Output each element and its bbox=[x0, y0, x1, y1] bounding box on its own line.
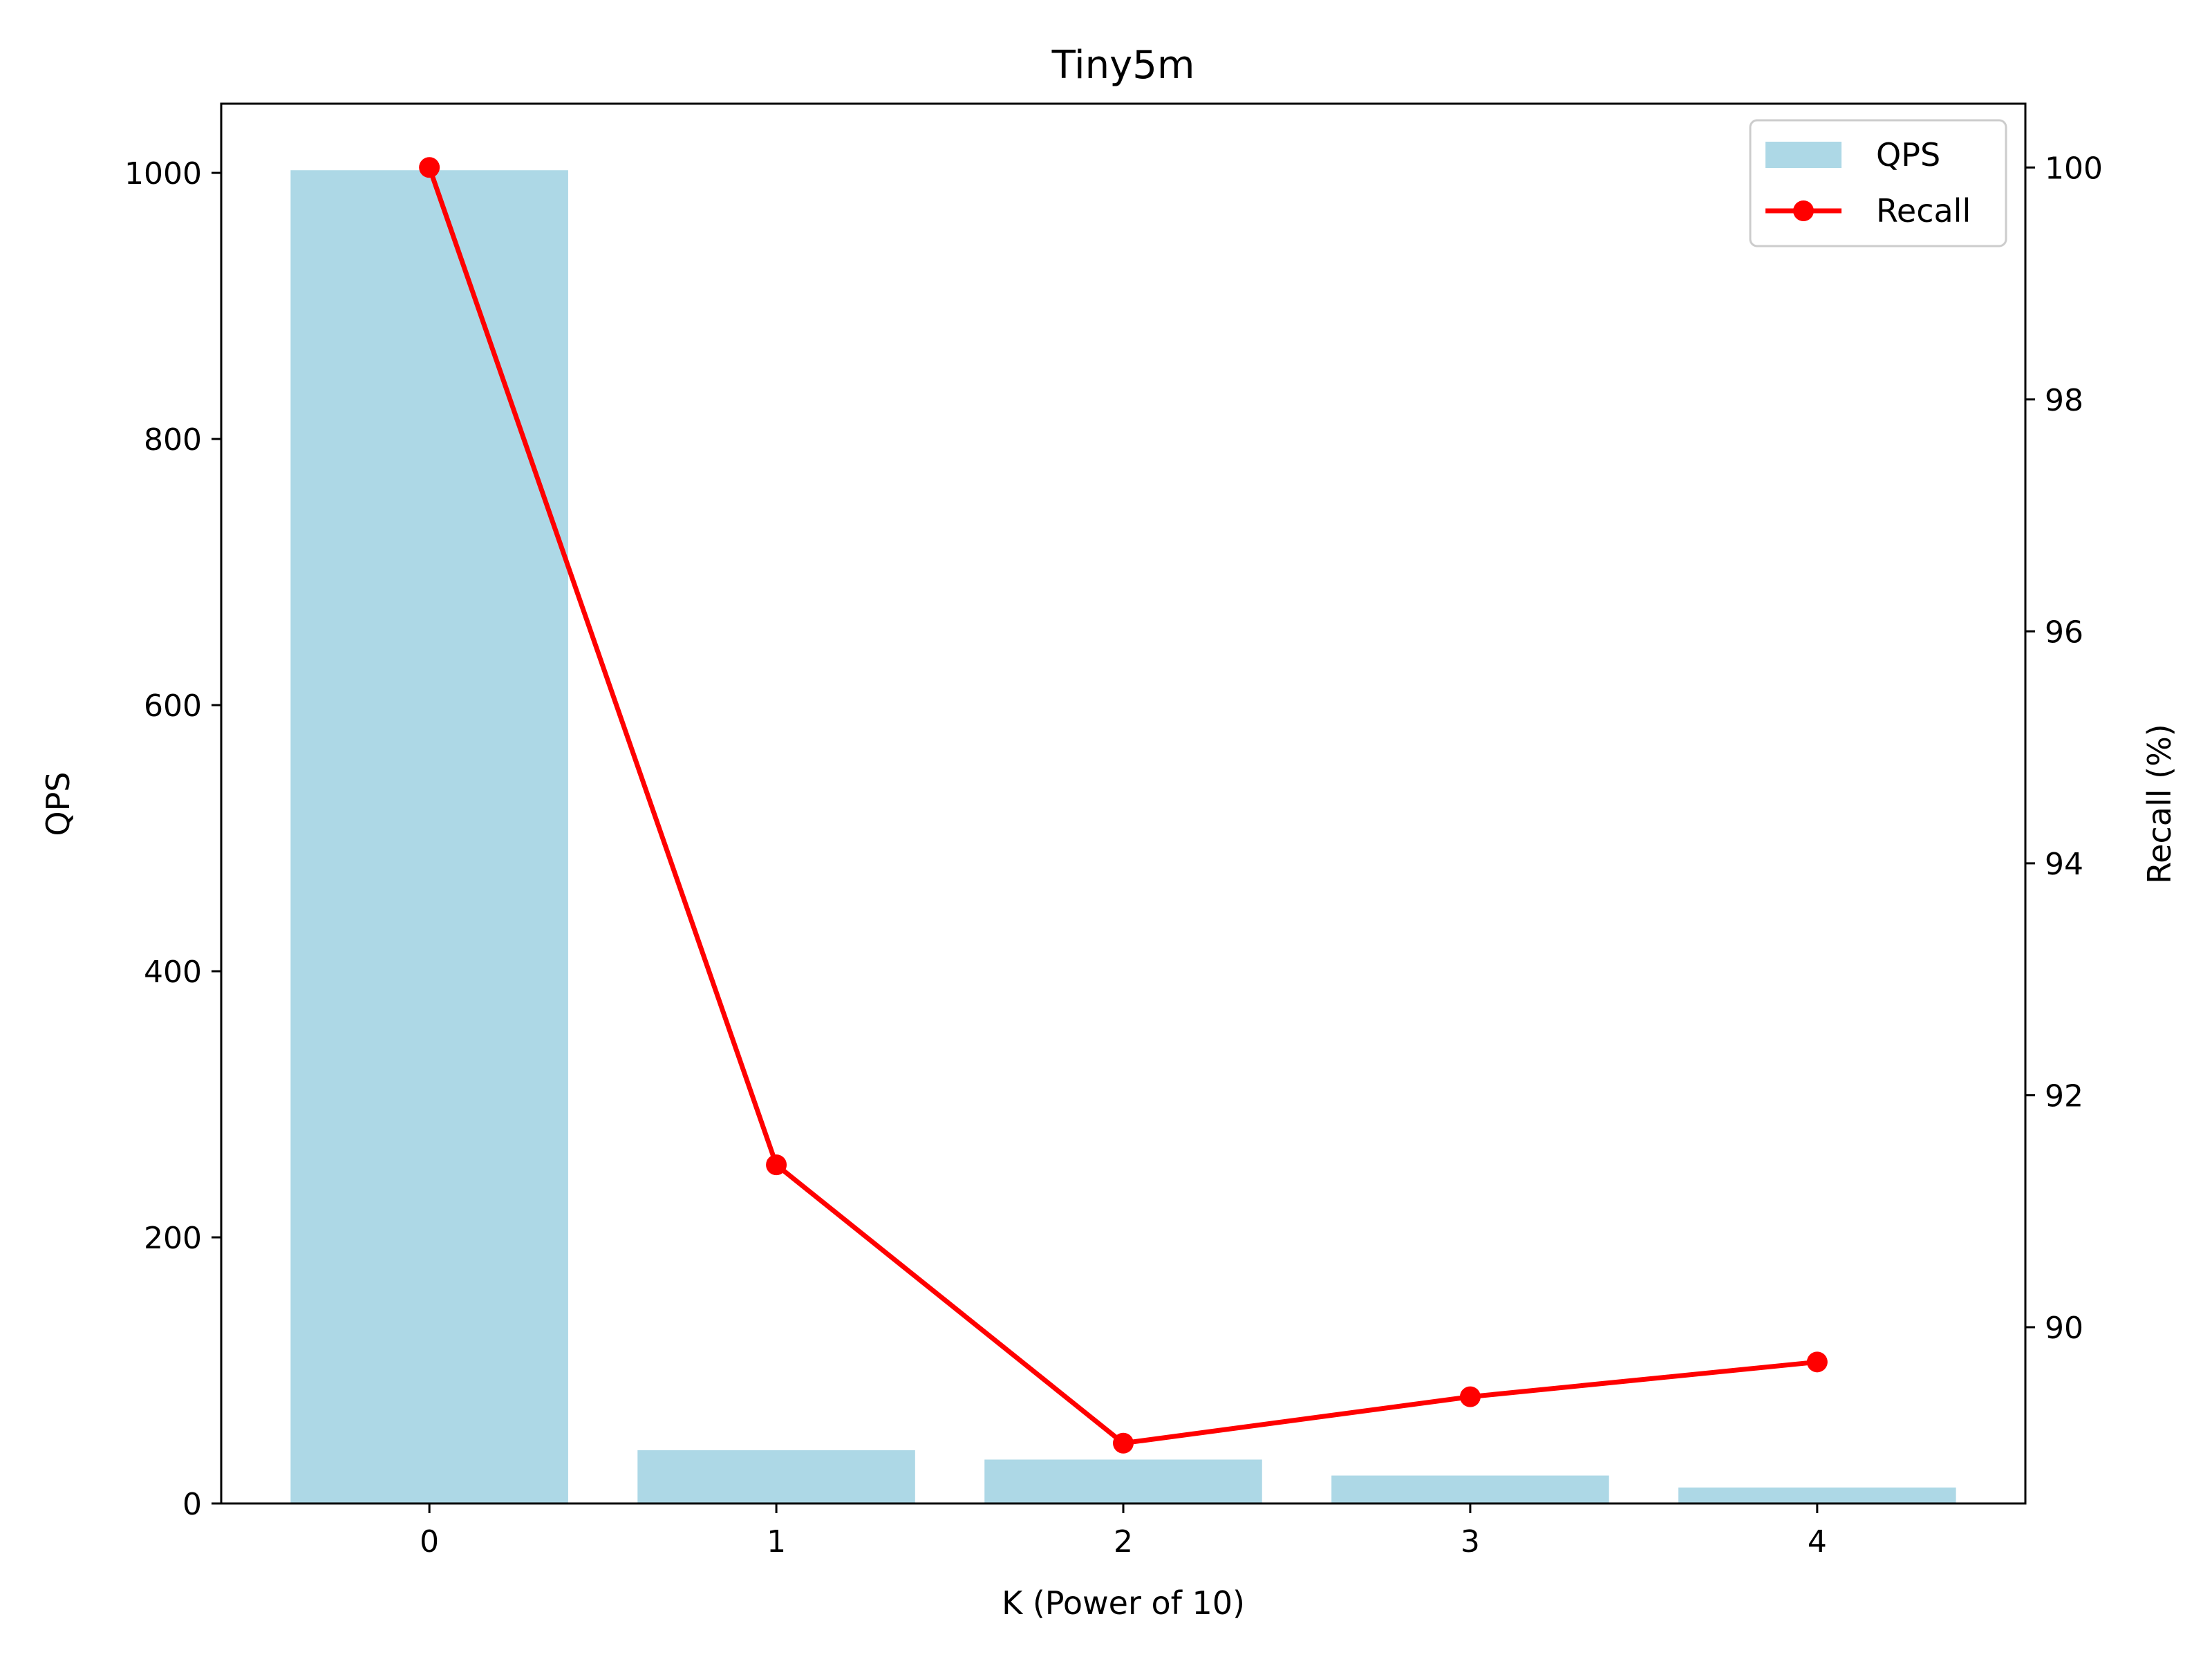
y2-tick-label: 100 bbox=[2045, 151, 2103, 186]
y2-tick-label: 98 bbox=[2045, 383, 2083, 418]
recall-point-0 bbox=[419, 157, 440, 178]
recall-line-layer bbox=[419, 157, 1828, 1454]
x-tick-label: 0 bbox=[420, 1524, 439, 1559]
qps-bar-1 bbox=[637, 1450, 915, 1503]
x-tick-label: 2 bbox=[1114, 1524, 1133, 1559]
y-tick-label: 600 bbox=[144, 688, 202, 724]
y2-tick-label: 94 bbox=[2045, 847, 2083, 882]
qps-bars bbox=[290, 170, 1956, 1504]
y2-tick-label: 90 bbox=[2045, 1311, 2083, 1346]
right-y-axis-ticks: 90 92 94 96 98 100 bbox=[2025, 151, 2103, 1346]
y-tick-label: 1000 bbox=[124, 156, 202, 191]
qps-bar-4 bbox=[1678, 1487, 1956, 1503]
legend-label-recall: Recall bbox=[1876, 192, 1971, 229]
legend: QPS Recall bbox=[1749, 119, 2007, 247]
x-tick-label: 1 bbox=[767, 1524, 786, 1559]
left-y-axis-ticks: 0 200 400 600 800 1000 bbox=[124, 156, 221, 1522]
recall-point-4 bbox=[1806, 1351, 1828, 1373]
y2-tick-label: 96 bbox=[2045, 615, 2083, 650]
qps-bar-2 bbox=[984, 1459, 1262, 1503]
x-axis-ticks: 0 1 2 3 4 bbox=[420, 1503, 1827, 1559]
legend-swatch-qps bbox=[1765, 142, 1841, 168]
y2-tick-label: 92 bbox=[2045, 1078, 2083, 1114]
qps-bar-0 bbox=[290, 170, 568, 1504]
x-tick-label: 4 bbox=[1808, 1524, 1827, 1559]
y-tick-label: 200 bbox=[144, 1221, 202, 1256]
right-y-axis-label: Recall (%) bbox=[2141, 724, 2178, 883]
left-y-axis-label: QPS bbox=[39, 771, 77, 836]
recall-point-2 bbox=[1113, 1432, 1134, 1454]
legend-label-qps: QPS bbox=[1876, 136, 1940, 174]
qps-bar-3 bbox=[1331, 1475, 1609, 1503]
legend-swatch-recall-marker bbox=[1793, 200, 1814, 221]
recall-point-3 bbox=[1459, 1386, 1481, 1407]
y-tick-label: 800 bbox=[144, 422, 202, 458]
y-tick-label: 400 bbox=[144, 955, 202, 990]
chart-title: Tiny5m bbox=[1051, 43, 1195, 88]
recall-point-1 bbox=[766, 1154, 787, 1176]
x-axis-label: K (Power of 10) bbox=[1002, 1584, 1245, 1622]
x-tick-label: 3 bbox=[1461, 1524, 1480, 1559]
y-tick-label: 0 bbox=[182, 1487, 202, 1522]
